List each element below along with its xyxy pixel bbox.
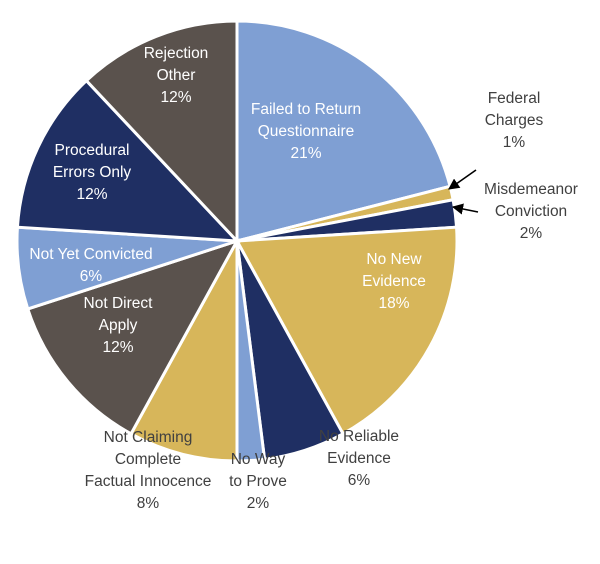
slice-label-line: 1% <box>503 134 526 151</box>
arrow-federal-charges <box>448 169 477 190</box>
slice-label-not-direct: Not Direct Apply 12% <box>84 295 154 356</box>
slice-label-line: Charges <box>485 112 544 129</box>
slice-label-line: 18% <box>378 295 409 312</box>
slice-label-line: Misdemeanor <box>484 181 578 198</box>
slice-label-line: Failed to Return <box>251 101 361 118</box>
slice-label-line: 2% <box>520 225 543 242</box>
slice-label-line: 12% <box>76 186 107 203</box>
pie-slice-rejection <box>84 19 239 245</box>
slice-label-no-reliable: No Reliable Evidence 6% <box>319 428 399 489</box>
slice-label-line: Procedural <box>55 142 130 159</box>
slice-label-misdemeanor: Misdemeanor Conviction 2% <box>484 181 578 242</box>
slice-label-line: Not Claiming <box>104 429 193 446</box>
slice-label-no-new: No New Evidence 18% <box>362 251 426 312</box>
pie-slice-not-direct <box>25 238 241 436</box>
slice-label-line: Conviction <box>495 203 567 220</box>
slice-label-line: Factual Innocence <box>85 473 212 490</box>
slice-label-line: 8% <box>137 495 160 512</box>
slice-label-rejection: Rejection Other 12% <box>144 45 209 106</box>
slice-label-not-yet-convicted: Not Yet Convicted 6% <box>29 246 152 285</box>
pie-slice-no-new <box>234 225 459 436</box>
slice-label-line: Not Direct <box>84 295 154 312</box>
pie-slice-procedural <box>15 78 241 243</box>
pie-slice-failed-to-return <box>235 19 452 243</box>
slice-label-line: 12% <box>160 89 191 106</box>
pie-slices <box>15 19 459 463</box>
slice-label-failed-to-return: Failed to Return Questionnaire 21% <box>251 101 361 162</box>
slice-labels: Failed to Return Questionnaire 21% Federal C… <box>29 45 578 512</box>
slice-label-federal: Federal Charges 1% <box>485 90 544 151</box>
slice-label-line: Apply <box>99 317 138 334</box>
slice-label-line: Evidence <box>362 273 426 290</box>
slice-label-line: No New <box>366 251 422 268</box>
slice-label-line: Errors Only <box>53 164 132 181</box>
leader-arrows <box>448 169 479 215</box>
slice-label-line: Rejection <box>144 45 209 62</box>
slice-label-line: 12% <box>102 339 133 356</box>
arrow-misdemeanor-conviction <box>451 203 479 215</box>
slice-label-line: Complete <box>115 451 181 468</box>
slice-label-line: 21% <box>290 145 321 162</box>
slice-label-line: 6% <box>348 472 371 489</box>
slice-label-procedural: Procedural Errors Only 12% <box>53 142 132 203</box>
slice-label-no-way: No Way to Prove 2% <box>229 451 287 512</box>
pie-slice-not-claiming <box>128 240 239 463</box>
slice-label-line: Federal <box>488 90 541 107</box>
slice-label-line: Evidence <box>327 450 391 467</box>
slice-label-line: 2% <box>247 495 270 512</box>
slice-label-line: Questionnaire <box>258 123 355 140</box>
slice-label-not-claiming: Not Claiming Complete Factual Innocence 8% <box>85 429 212 512</box>
slice-label-line: to Prove <box>229 473 287 490</box>
slice-label-line: Other <box>157 67 196 84</box>
slice-label-line: 6% <box>80 268 103 285</box>
slice-label-line: No Way <box>231 451 286 468</box>
slice-label-line: No Reliable <box>319 428 399 445</box>
slice-label-line: Not Yet Convicted <box>29 246 152 263</box>
